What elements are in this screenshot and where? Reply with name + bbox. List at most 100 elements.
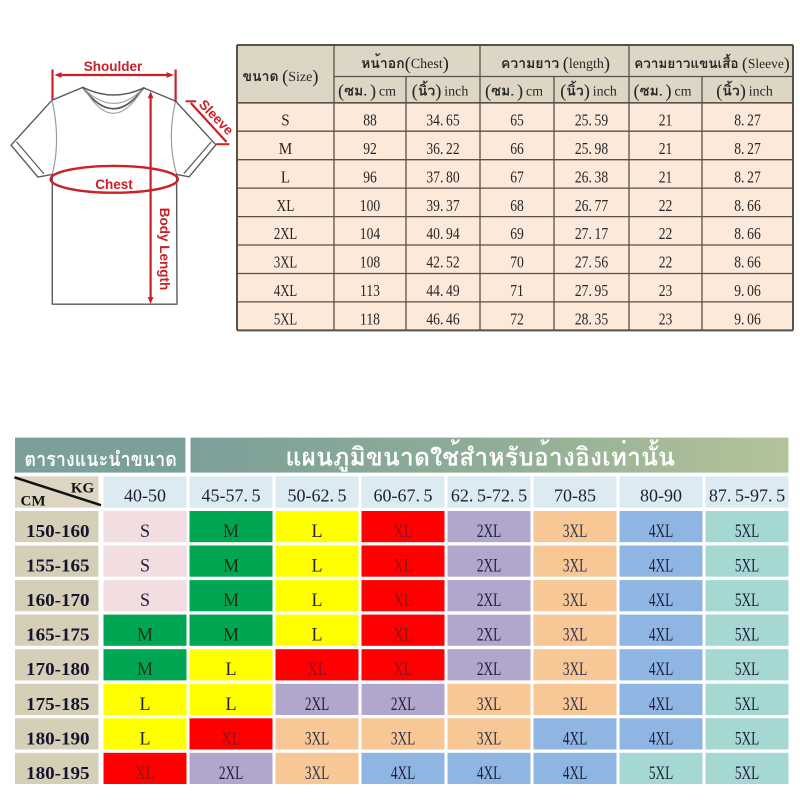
svg-text:26. 38: 26. 38 xyxy=(575,168,609,187)
svg-text:96: 96 xyxy=(363,168,377,187)
svg-text:2XL: 2XL xyxy=(305,692,329,714)
svg-text:3XL: 3XL xyxy=(563,589,587,611)
svg-text:3XL: 3XL xyxy=(563,692,587,714)
svg-text:25. 98: 25. 98 xyxy=(575,140,609,159)
svg-text:5XL: 5XL xyxy=(274,311,297,329)
svg-text:155-165: 155-165 xyxy=(26,556,90,576)
svg-text:L: L xyxy=(311,590,322,612)
svg-text:21: 21 xyxy=(659,111,673,130)
svg-text:34. 65: 34. 65 xyxy=(426,111,460,130)
svg-text:170-180: 170-180 xyxy=(26,660,90,680)
svg-text:39. 37: 39. 37 xyxy=(426,197,460,216)
svg-text:113: 113 xyxy=(360,282,380,301)
svg-text:Shoulder: Shoulder xyxy=(84,59,143,74)
svg-text:M: M xyxy=(223,624,239,646)
svg-text:XL: XL xyxy=(393,589,413,610)
svg-text:S: S xyxy=(281,112,289,130)
svg-text:67: 67 xyxy=(510,168,524,187)
svg-text:5XL: 5XL xyxy=(735,658,759,680)
svg-text:4XL: 4XL xyxy=(649,589,673,611)
svg-text:69: 69 xyxy=(510,225,524,244)
svg-text:46. 46: 46. 46 xyxy=(426,310,460,329)
svg-text:L: L xyxy=(311,521,322,543)
svg-text:XL: XL xyxy=(221,728,241,749)
svg-text:5XL: 5XL xyxy=(735,692,759,714)
svg-text:87. 5-97. 5: 87. 5-97. 5 xyxy=(709,485,785,505)
svg-text:8. 27: 8. 27 xyxy=(734,168,761,187)
svg-text:3XL: 3XL xyxy=(563,658,587,680)
svg-text:4XL: 4XL xyxy=(563,727,587,749)
svg-text:2XL: 2XL xyxy=(477,623,501,645)
svg-text:70: 70 xyxy=(510,253,524,272)
svg-text:28. 35: 28. 35 xyxy=(575,310,609,329)
svg-text:S: S xyxy=(140,555,150,577)
svg-text:M: M xyxy=(223,590,239,612)
svg-text:M: M xyxy=(279,140,292,158)
svg-text:23: 23 xyxy=(659,282,673,301)
svg-text:180-195: 180-195 xyxy=(26,763,90,783)
svg-text:27. 17: 27. 17 xyxy=(575,225,609,244)
svg-text:45-57. 5: 45-57. 5 xyxy=(201,485,260,505)
svg-text:5XL: 5XL xyxy=(735,589,759,611)
svg-text:S: S xyxy=(140,521,150,543)
svg-text:5XL: 5XL xyxy=(735,727,759,749)
svg-text:8. 66: 8. 66 xyxy=(734,197,761,216)
svg-text:L: L xyxy=(281,169,290,187)
svg-text:8. 27: 8. 27 xyxy=(734,140,761,159)
svg-text:4XL: 4XL xyxy=(274,283,297,301)
svg-text:2XL: 2XL xyxy=(477,520,501,542)
svg-text:8. 66: 8. 66 xyxy=(734,225,761,244)
svg-text:44. 49: 44. 49 xyxy=(426,282,459,301)
svg-text:72: 72 xyxy=(510,310,524,329)
svg-text:22: 22 xyxy=(659,253,673,272)
svg-text:88: 88 xyxy=(363,111,377,130)
svg-text:108: 108 xyxy=(360,253,381,272)
svg-text:21: 21 xyxy=(659,168,673,187)
svg-text:2XL: 2XL xyxy=(477,589,501,611)
svg-text:22: 22 xyxy=(659,197,673,216)
svg-text:4XL: 4XL xyxy=(391,761,415,783)
svg-text:L: L xyxy=(225,693,236,715)
svg-text:165-175: 165-175 xyxy=(26,625,90,645)
svg-text:37. 80: 37. 80 xyxy=(426,168,460,187)
svg-text:71: 71 xyxy=(510,282,524,301)
svg-text:26. 77: 26. 77 xyxy=(575,197,609,216)
svg-text:XL: XL xyxy=(393,658,413,679)
svg-text:5XL: 5XL xyxy=(735,623,759,645)
svg-text:2XL: 2XL xyxy=(477,554,501,576)
svg-text:2XL: 2XL xyxy=(477,658,501,680)
svg-text:XL: XL xyxy=(393,555,413,576)
svg-text:XL: XL xyxy=(393,520,413,541)
svg-text:XL: XL xyxy=(277,196,295,215)
svg-text:27. 56: 27. 56 xyxy=(575,253,609,272)
svg-text:27. 95: 27. 95 xyxy=(575,282,609,301)
svg-text:5XL: 5XL xyxy=(735,554,759,576)
svg-text:L: L xyxy=(139,728,150,750)
svg-text:3XL: 3XL xyxy=(274,254,297,272)
svg-text:65: 65 xyxy=(510,111,524,130)
svg-text:4XL: 4XL xyxy=(563,761,587,783)
svg-text:M: M xyxy=(137,624,153,646)
svg-text:5XL: 5XL xyxy=(735,761,759,783)
svg-text:92: 92 xyxy=(363,140,377,159)
svg-text:3XL: 3XL xyxy=(477,727,501,749)
svg-text:XL: XL xyxy=(393,624,413,645)
svg-text:175-185: 175-185 xyxy=(26,694,90,714)
svg-text:L: L xyxy=(225,659,236,681)
svg-text:3XL: 3XL xyxy=(305,761,329,783)
svg-text:S: S xyxy=(140,590,150,612)
svg-text:100: 100 xyxy=(360,197,381,216)
svg-text:4XL: 4XL xyxy=(649,658,673,680)
svg-text:Chest: Chest xyxy=(95,177,133,192)
svg-text:8. 27: 8. 27 xyxy=(734,111,761,130)
svg-text:2XL: 2XL xyxy=(219,761,243,783)
svg-text:4XL: 4XL xyxy=(477,761,501,783)
svg-text:3XL: 3XL xyxy=(563,623,587,645)
svg-text:3XL: 3XL xyxy=(563,554,587,576)
svg-text:60-67. 5: 60-67. 5 xyxy=(373,485,432,505)
svg-text:4XL: 4XL xyxy=(649,520,673,542)
svg-text:25. 59: 25. 59 xyxy=(575,111,608,130)
svg-text:42. 52: 42. 52 xyxy=(426,253,459,272)
svg-text:40. 94: 40. 94 xyxy=(426,225,460,244)
svg-text:180-190: 180-190 xyxy=(26,729,90,749)
